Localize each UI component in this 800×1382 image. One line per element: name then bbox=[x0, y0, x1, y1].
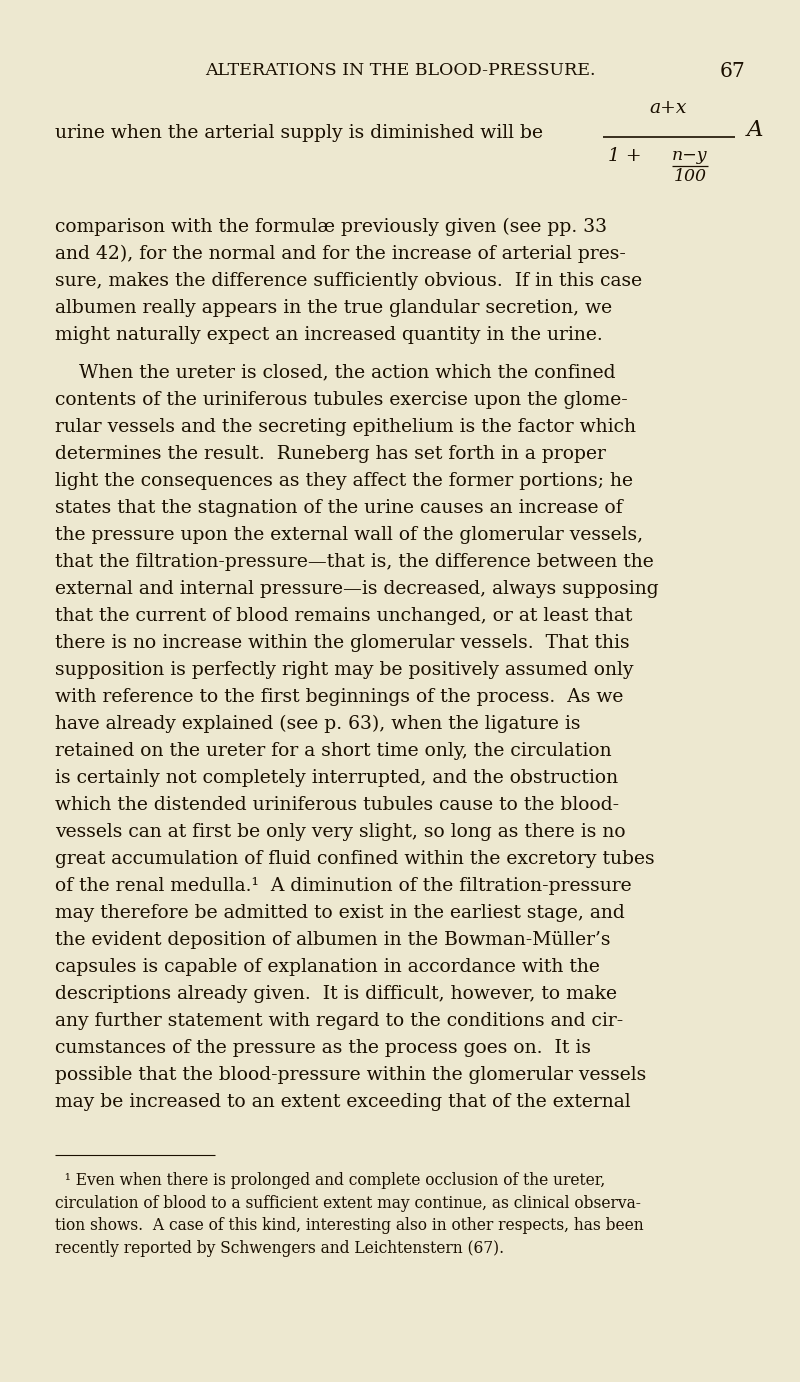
Text: which the distended uriniferous tubules cause to the blood-: which the distended uriniferous tubules … bbox=[55, 796, 619, 814]
Text: cumstances of the pressure as the process goes on.  It is: cumstances of the pressure as the proces… bbox=[55, 1039, 591, 1057]
Text: A: A bbox=[747, 119, 763, 141]
Text: that the current of blood remains unchanged, or at least that: that the current of blood remains unchan… bbox=[55, 607, 632, 625]
Text: any further statement with regard to the conditions and cir-: any further statement with regard to the… bbox=[55, 1012, 623, 1030]
Text: urine when the arterial supply is diminished will be: urine when the arterial supply is dimini… bbox=[55, 124, 543, 142]
Text: determines the result.  Runeberg has set forth in a proper: determines the result. Runeberg has set … bbox=[55, 445, 606, 463]
Text: possible that the blood-pressure within the glomerular vessels: possible that the blood-pressure within … bbox=[55, 1066, 646, 1083]
Text: comparison with the formulæ previously given (see pp. 33: comparison with the formulæ previously g… bbox=[55, 218, 607, 236]
Text: might naturally expect an increased quantity in the urine.: might naturally expect an increased quan… bbox=[55, 326, 602, 344]
Text: the pressure upon the external wall of the glomerular vessels,: the pressure upon the external wall of t… bbox=[55, 525, 643, 543]
Text: tion shows.  A case of this kind, interesting also in other respects, has been: tion shows. A case of this kind, interes… bbox=[55, 1218, 644, 1234]
Text: the evident deposition of albumen in the Bowman-Müller’s: the evident deposition of albumen in the… bbox=[55, 931, 610, 949]
Text: light the consequences as they affect the former portions; he: light the consequences as they affect th… bbox=[55, 471, 633, 489]
Text: external and internal pressure—is decreased, always supposing: external and internal pressure—is decrea… bbox=[55, 580, 658, 598]
Text: 67: 67 bbox=[719, 62, 745, 82]
Text: ALTERATIONS IN THE BLOOD-PRESSURE.: ALTERATIONS IN THE BLOOD-PRESSURE. bbox=[205, 62, 595, 79]
Text: may be increased to an extent exceeding that of the external: may be increased to an extent exceeding … bbox=[55, 1093, 630, 1111]
Text: 100: 100 bbox=[674, 169, 706, 185]
Text: contents of the uriniferous tubules exercise upon the glome-: contents of the uriniferous tubules exer… bbox=[55, 391, 628, 409]
Text: there is no increase within the glomerular vessels.  That this: there is no increase within the glomerul… bbox=[55, 634, 630, 652]
Text: is certainly not completely interrupted, and the obstruction: is certainly not completely interrupted,… bbox=[55, 768, 618, 786]
Text: a+x: a+x bbox=[650, 100, 686, 117]
Text: vessels can at first be only very slight, so long as there is no: vessels can at first be only very slight… bbox=[55, 822, 626, 840]
Text: that the filtration-pressure—that is, the difference between the: that the filtration-pressure—that is, th… bbox=[55, 553, 654, 571]
Text: When the ureter is closed, the action which the confined: When the ureter is closed, the action wh… bbox=[55, 363, 615, 381]
Text: great accumulation of fluid confined within the excretory tubes: great accumulation of fluid confined wit… bbox=[55, 850, 654, 868]
Text: with reference to the first beginnings of the process.  As we: with reference to the first beginnings o… bbox=[55, 688, 623, 706]
Text: albumen really appears in the true glandular secretion, we: albumen really appears in the true gland… bbox=[55, 299, 612, 316]
Text: sure, makes the difference sufficiently obvious.  If in this case: sure, makes the difference sufficiently … bbox=[55, 272, 642, 290]
Text: may therefore be admitted to exist in the earliest stage, and: may therefore be admitted to exist in th… bbox=[55, 904, 625, 922]
Text: retained on the ureter for a short time only, the circulation: retained on the ureter for a short time … bbox=[55, 742, 612, 760]
Text: descriptions already given.  It is difficult, however, to make: descriptions already given. It is diffic… bbox=[55, 985, 617, 1003]
Text: recently reported by Schwengers and Leichtenstern (67).: recently reported by Schwengers and Leic… bbox=[55, 1240, 504, 1258]
Text: 1 +: 1 + bbox=[608, 146, 642, 164]
Text: of the renal medulla.¹  A diminution of the filtration-pressure: of the renal medulla.¹ A diminution of t… bbox=[55, 876, 632, 894]
Text: circulation of blood to a sufficient extent may continue, as clinical observa-: circulation of blood to a sufficient ext… bbox=[55, 1194, 641, 1212]
Text: states that the stagnation of the urine causes an increase of: states that the stagnation of the urine … bbox=[55, 499, 622, 517]
Text: have already explained (see p. 63), when the ligature is: have already explained (see p. 63), when… bbox=[55, 714, 581, 732]
Text: and 42), for the normal and for the increase of arterial pres-: and 42), for the normal and for the incr… bbox=[55, 245, 626, 263]
Text: supposition is perfectly right may be positively assumed only: supposition is perfectly right may be po… bbox=[55, 661, 634, 679]
Text: rular vessels and the secreting epithelium is the factor which: rular vessels and the secreting epitheli… bbox=[55, 417, 636, 435]
Text: n−y: n−y bbox=[672, 146, 708, 164]
Text: ¹ Even when there is prolonged and complete occlusion of the ureter,: ¹ Even when there is prolonged and compl… bbox=[55, 1172, 606, 1189]
Text: capsules is capable of explanation in accordance with the: capsules is capable of explanation in ac… bbox=[55, 958, 600, 976]
